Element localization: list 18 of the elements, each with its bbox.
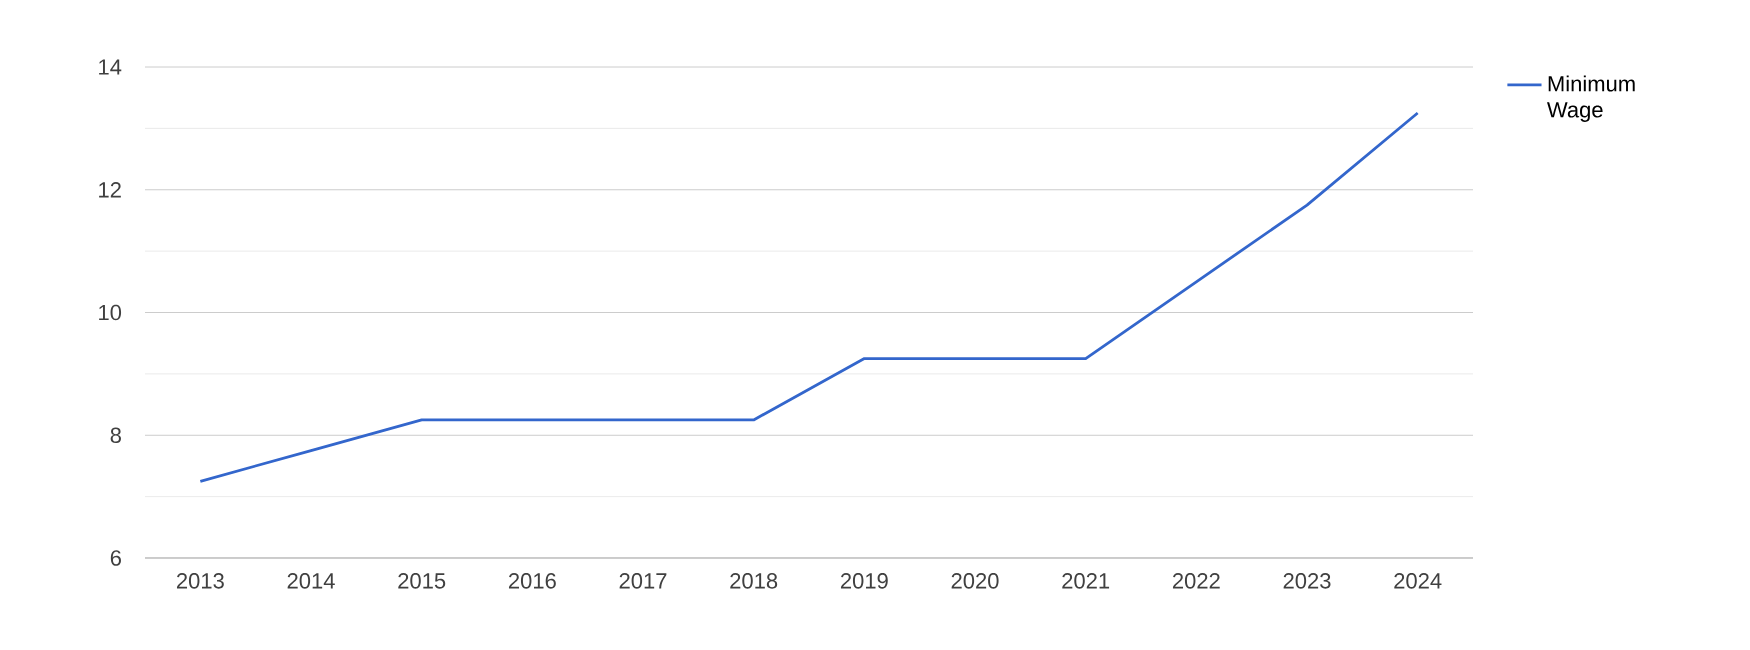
x-tick-label: 2022	[1172, 573, 1220, 589]
y-tick-label: 10	[99, 304, 122, 321]
x-tick-label: 2015	[398, 573, 446, 589]
y-tick-label: 14	[99, 59, 122, 75]
x-tick-label: 2018	[730, 573, 778, 589]
x-tick-label: 2023	[1283, 573, 1331, 589]
y-tick-label: 6	[110, 550, 121, 566]
x-tick-label: 2024	[1394, 573, 1442, 589]
x-tick-label: 2019	[840, 573, 888, 589]
x-tick-label: 2017	[619, 573, 667, 589]
x-tick-label: 2014	[287, 573, 335, 589]
x-tick-label: 2013	[176, 573, 224, 589]
x-tick-label: 2021	[1062, 573, 1110, 589]
y-tick-label: 8	[110, 427, 121, 444]
x-tick-label: 2020	[951, 573, 999, 589]
y-tick-label: 12	[99, 182, 121, 198]
legend-label: Minimum Wage	[1547, 75, 1635, 122]
x-tick-label: 2016	[508, 573, 556, 589]
